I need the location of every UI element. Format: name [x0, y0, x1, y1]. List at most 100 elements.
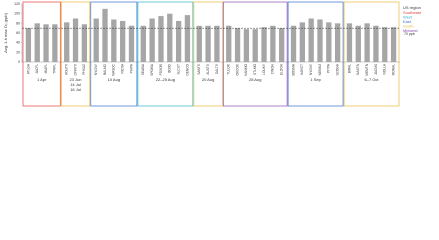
bar: [140, 25, 146, 62]
legend-entry: Southeast: [403, 10, 422, 15]
legend-title: US region: [403, 5, 421, 10]
y-tick-label: 80: [16, 21, 20, 25]
x-tick-label: LOUKY: [262, 63, 266, 75]
x-tick-label: OKCOK: [235, 63, 239, 75]
legend-entry: South: [403, 24, 413, 29]
x-tick-label: SCOGA: [335, 63, 339, 75]
x-tick-label: DFWTX: [73, 63, 77, 75]
x-tick-label: BOIID: [168, 63, 172, 72]
bar: [214, 25, 220, 62]
bar: [64, 22, 70, 62]
y-tick-label: 120: [14, 2, 20, 6]
x-tick-label: RICVA: [121, 63, 125, 73]
x-tick-label: DENCO: [185, 63, 189, 75]
x-tick-label: NYCNY: [309, 63, 313, 75]
x-tick-label: DALTX: [215, 63, 219, 74]
group-label: 23 Jun: [70, 77, 82, 82]
group-box: [287, 1, 344, 107]
x-tick-label: ELDOH: [280, 63, 284, 75]
group-label: 22–25 Aug: [156, 77, 175, 82]
x-tick-label: NASTN: [356, 63, 360, 75]
x-tick-label: PITPA: [327, 63, 331, 73]
y-tick-label: 100: [14, 12, 20, 16]
group-label: 16 Jul: [70, 87, 81, 92]
group-box: [22, 1, 61, 107]
bar: [346, 23, 353, 62]
bar: [270, 25, 276, 62]
x-tick-label: BOSMA: [291, 63, 295, 75]
x-tick-label: SPOWA: [150, 63, 154, 76]
x-tick-label: ATLGA: [26, 63, 30, 74]
bar: [334, 23, 341, 62]
group-label: 14 Jul: [70, 82, 81, 87]
x-tick-label: SANTX: [197, 63, 201, 75]
bar: [52, 24, 58, 62]
bar: [390, 27, 397, 62]
x-tick-label: NEWNJ: [318, 64, 322, 76]
x-tick-label: BALMD: [103, 63, 107, 75]
group-box: [343, 1, 400, 107]
bar: [243, 29, 250, 63]
bar: [167, 13, 173, 62]
x-tick-label: NOLLA: [383, 63, 387, 74]
bar: [279, 28, 285, 63]
x-tick-label: AUSTX: [206, 63, 210, 75]
reference-label: 70 ppb: [404, 32, 415, 36]
bar: [299, 22, 305, 62]
bar: [184, 15, 191, 62]
bar: [355, 25, 361, 62]
group-label: 1 Apr: [37, 77, 47, 82]
bar: [120, 20, 126, 63]
x-tick-label: JACMS: [374, 64, 378, 75]
bar: [34, 23, 40, 62]
chart: Avg. 1-h max O₃ (ppb) US region 0 20 40 60 8…: [3, 1, 422, 107]
group-label: 1 Sep: [310, 77, 321, 82]
x-tick-label: NYCNY: [94, 63, 98, 75]
bar: [43, 24, 49, 62]
y-tick-label: 60: [16, 31, 20, 35]
y-tick-label: 40: [16, 41, 20, 45]
x-tick-label: STLMO: [253, 63, 257, 75]
x-tick-label: HARCT: [300, 64, 304, 75]
group-box: [90, 1, 138, 107]
bar: [261, 27, 267, 62]
x-tick-label: MIAFL: [44, 64, 48, 74]
bar: [326, 22, 332, 62]
y-tick-label: 0: [18, 60, 20, 64]
x-tick-label: HOUTX: [65, 63, 69, 75]
bar: [25, 28, 32, 63]
group-box: [222, 1, 288, 107]
bar: [81, 24, 88, 62]
group-label: 10 Aug: [108, 77, 120, 82]
x-tick-label: MONAL: [391, 64, 395, 76]
bar: [175, 20, 182, 63]
x-tick-label: PHXAZ: [82, 64, 86, 75]
bar: [373, 25, 379, 62]
x-tick-label: WASDC: [112, 63, 116, 75]
bar: [111, 19, 117, 62]
bar: [72, 18, 79, 62]
group-label: 20 Aug: [202, 77, 214, 82]
x-tick-label: SEAWA: [141, 63, 145, 75]
bar: [102, 8, 108, 63]
y-axis-label: Avg. 1-h max O₃ (ppb): [3, 12, 8, 52]
bar: [317, 19, 323, 62]
bar: [93, 18, 99, 62]
x-tick-label: CINOH: [271, 63, 275, 74]
x-tick-label: KANMO: [244, 63, 248, 75]
x-tick-label: SLCUT: [176, 64, 180, 75]
bar: [196, 25, 202, 62]
bar: [234, 28, 241, 63]
bar: [252, 29, 258, 63]
group-box: [60, 1, 91, 107]
x-tick-label: JACFL: [35, 64, 39, 74]
legend-entry: West: [403, 15, 413, 20]
x-tick-label: TULOK: [227, 63, 231, 75]
y-tick-label: 20: [16, 50, 20, 54]
legend-entry: East: [403, 19, 412, 24]
bar: [149, 18, 155, 62]
group-label: 28 Aug: [249, 77, 261, 82]
x-tick-label: PHIPA: [129, 63, 133, 73]
x-tick-label: BIRAL: [347, 64, 351, 73]
bar: [226, 25, 232, 62]
